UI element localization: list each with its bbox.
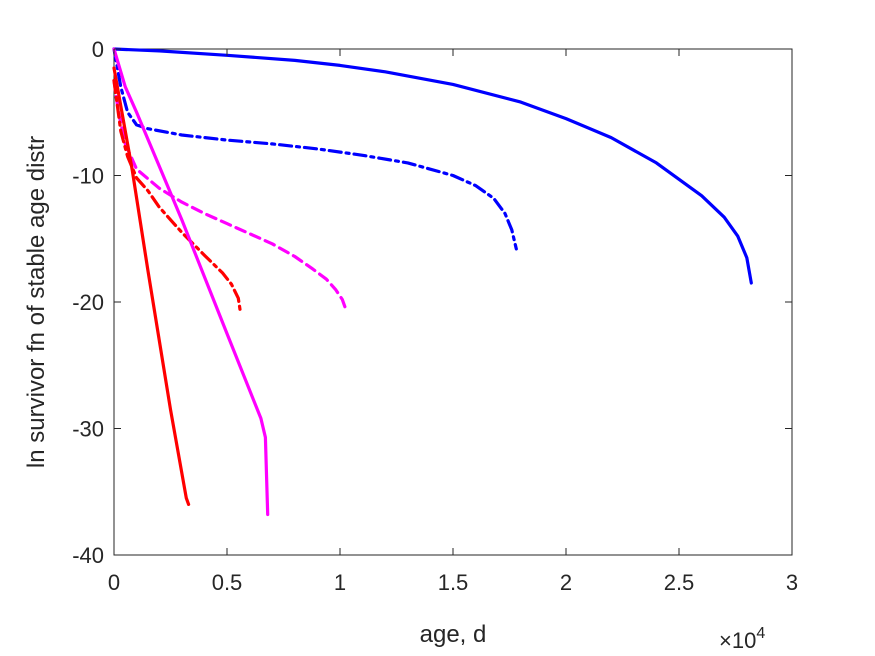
- series-line-4: [112, 79, 243, 315]
- x-tick-label: 1: [334, 570, 346, 595]
- x-axis-label: age, d: [420, 621, 487, 648]
- x-tick-label: 2.5: [664, 570, 695, 595]
- series-line-6: [112, 66, 191, 506]
- x-tick-label: 2: [560, 570, 572, 595]
- x-exponent-power: 4: [756, 625, 765, 642]
- plot-area: [113, 48, 793, 556]
- series-line-5: [112, 47, 270, 517]
- y-tick-label: 0: [92, 37, 104, 62]
- y-tick-label: -30: [72, 417, 104, 442]
- y-tick-label: -20: [72, 290, 104, 315]
- y-tick-label: -10: [72, 164, 104, 189]
- series-layer: [112, 47, 753, 517]
- x-tick-label: 1.5: [438, 570, 469, 595]
- series-line-1: [112, 47, 753, 285]
- x-tick-label: 0: [108, 570, 120, 595]
- x-exponent-base: ×10: [719, 628, 756, 653]
- ticks-layer: 0 0.5 1 1.5 2 2.5 3 0 -10 -20 -30 -40: [72, 37, 798, 595]
- x-tick-label: 0.5: [212, 570, 243, 595]
- y-tick-label: -40: [72, 543, 104, 568]
- series-line-3: [112, 79, 349, 314]
- x-exponent-label: ×104: [719, 625, 765, 653]
- series-line-2: [112, 47, 518, 251]
- y-axis-label: ln survivor fn of stable age distr: [23, 136, 50, 468]
- x-tick-label: 3: [786, 570, 798, 595]
